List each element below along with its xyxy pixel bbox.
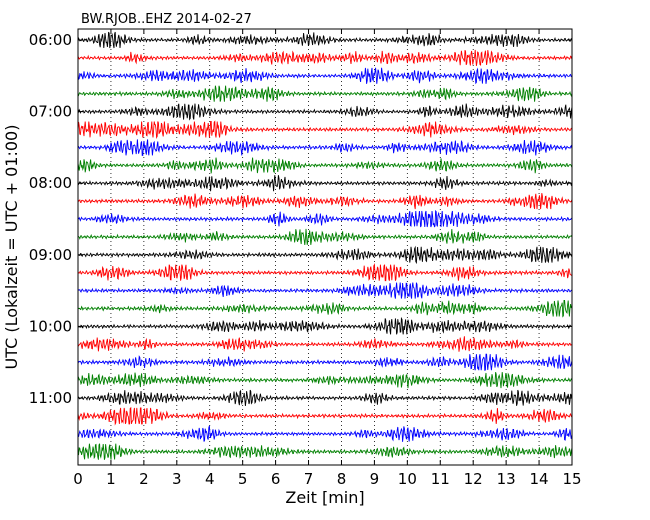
trace-line [77, 336, 573, 352]
trace-line [77, 193, 573, 210]
vertical-grid [110, 29, 540, 465]
seismogram-traces [77, 31, 573, 460]
x-tick-label: 15 [562, 470, 581, 488]
x-tick-label: 13 [497, 470, 516, 488]
y-tick-label: 07:00 [29, 103, 72, 121]
trace-line [77, 228, 573, 245]
trace-line [77, 139, 573, 156]
trace-line [77, 245, 573, 265]
trace-line [77, 406, 573, 426]
trace-line [77, 282, 573, 299]
trace-line [77, 443, 573, 460]
x-tick-label: 11 [431, 470, 450, 488]
trace-line [77, 120, 572, 140]
x-tick-label: 3 [172, 470, 182, 488]
trace-line [77, 85, 573, 102]
x-tick-label: 8 [337, 470, 347, 488]
y-axis: 06:00 07:00 08:00 09:00 10:00 11:00 [29, 31, 572, 407]
y-tick-label: 10:00 [29, 317, 72, 335]
trace-line [77, 49, 573, 66]
x-axis-label: Zeit [min] [285, 488, 364, 507]
x-tick-label: 12 [464, 470, 483, 488]
trace-line [77, 157, 573, 174]
y-tick-label: 09:00 [29, 246, 72, 264]
trace-line [77, 103, 573, 121]
y-tick-label: 11:00 [29, 389, 72, 407]
y-tick-label: 08:00 [29, 174, 72, 192]
x-tick-label: 14 [530, 470, 549, 488]
x-tick-label: 7 [304, 470, 314, 488]
x-tick-label: 6 [271, 470, 281, 488]
trace-line [77, 425, 573, 442]
trace-line [77, 209, 573, 228]
x-tick-label: 4 [205, 470, 215, 488]
x-tick-label: 5 [238, 470, 248, 488]
trace-line [77, 263, 572, 282]
trace-line [77, 31, 573, 49]
trace-line [77, 353, 573, 371]
x-tick-label: 9 [370, 470, 380, 488]
y-axis-label: UTC (Lokalzeit = UTC + 01:00) [2, 125, 21, 370]
x-tick-label: 0 [73, 470, 83, 488]
y-tick-label: 06:00 [29, 31, 72, 49]
chart-title: BW.RJOB..EHZ 2014-02-27 [81, 12, 252, 27]
x-tick-label: 2 [139, 470, 149, 488]
x-axis: 0 1 2 3 4 5 6 7 8 9 10 11 12 13 14 15 [73, 29, 582, 488]
x-tick-label: 1 [106, 470, 116, 488]
trace-line [77, 67, 572, 85]
trace-line [77, 175, 573, 192]
trace-line [77, 316, 573, 335]
x-tick-label: 10 [398, 470, 417, 488]
plot-frame [77, 28, 573, 466]
trace-line [77, 389, 573, 407]
trace-line [77, 371, 573, 389]
trace-line [77, 300, 573, 318]
